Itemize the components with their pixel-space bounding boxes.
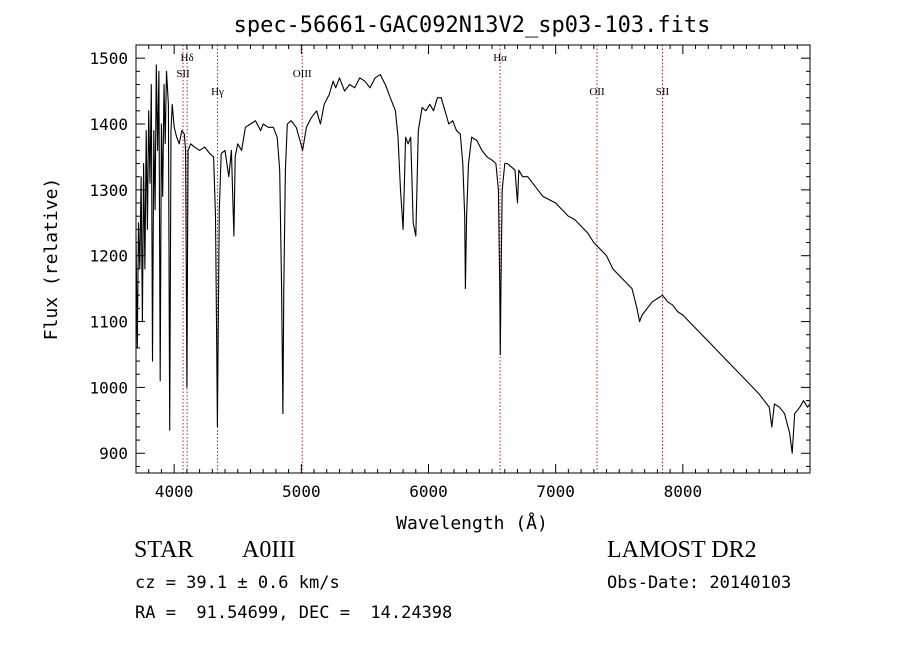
y-axis: 900 1000 1100 1200 1300 1400 1500 <box>89 44 810 467</box>
y-tick-label: 1100 <box>89 313 128 332</box>
y-tick-label: 1500 <box>89 49 128 68</box>
x-tick-label: 5000 <box>282 482 321 501</box>
y-axis-label: Flux (relative) <box>41 178 62 341</box>
survey-release: LAMOST DR2 <box>607 537 757 563</box>
marker-label: OII <box>589 86 605 98</box>
x-tick-label: 8000 <box>664 482 703 501</box>
x-tick-label: 7000 <box>536 482 575 501</box>
marker-label: Hδ <box>181 52 194 64</box>
y-tick-label: 1400 <box>89 115 128 134</box>
marker-label: OIII <box>293 68 312 80</box>
plot-frame <box>135 44 811 474</box>
spectrum-series <box>135 64 811 454</box>
coordinates: RA = 91.54699, DEC = 14.24398 <box>135 603 453 623</box>
marker-label: Hγ <box>211 86 224 98</box>
y-tick-label: 900 <box>99 444 128 463</box>
line-markers: Hδ SII Hγ OIII Hα OII SII <box>176 45 670 473</box>
object-class: STAR <box>134 537 194 563</box>
x-tick-label: 4000 <box>155 482 194 501</box>
marker-label: SII <box>176 68 190 80</box>
marker-label: Hα <box>493 52 507 64</box>
y-tick-label: 1300 <box>89 181 128 200</box>
x-tick-label: 6000 <box>409 482 448 501</box>
x-axis: 4000 5000 6000 7000 8000 <box>148 45 798 501</box>
redshift-value: cz = 39.1 ± 0.6 km/s <box>135 573 340 593</box>
marker-label: SII <box>656 86 670 98</box>
y-tick-label: 1000 <box>89 378 128 397</box>
chart-title: spec-56661-GAC092N13V2_sp03-103.fits <box>234 13 711 38</box>
observation-date: Obs-Date: 20140103 <box>607 573 792 593</box>
x-axis-label: Wavelength (Å) <box>396 512 548 534</box>
spectrum-line <box>135 64 811 454</box>
spectral-subclass: A0III <box>242 537 296 563</box>
y-tick-label: 1200 <box>89 247 128 266</box>
